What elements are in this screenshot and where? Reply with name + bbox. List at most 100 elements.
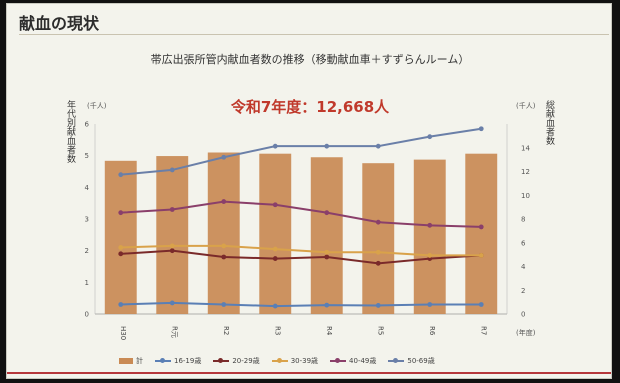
series-3-point-0 — [118, 210, 124, 216]
legend-item-total-swatch — [119, 358, 133, 364]
x-tick-R5: R5 — [376, 326, 384, 335]
y-tick-right-5: 10 — [521, 192, 530, 200]
legend-item-0: 16-19歳 — [155, 356, 201, 366]
series-0-point-3 — [272, 303, 278, 309]
legend-item-3-swatch — [330, 358, 347, 363]
series-1-point-0 — [118, 251, 124, 257]
bar-R元 — [156, 156, 189, 314]
legend-item-2: 30-39歳 — [271, 356, 319, 366]
series-1-point-5 — [375, 260, 381, 266]
series-2-point-0 — [118, 245, 124, 250]
series-3-point-5 — [375, 219, 381, 225]
chart-title: 帯広出張所管内献血者数の推移（移動献血車＋すずらんルーム） — [150, 53, 470, 66]
series-line-2 — [120, 244, 482, 257]
y-tick-right-1: 2 — [521, 287, 525, 295]
slide-frame: 献血の現状 帯広出張所管内献血者数の推移（移動献血車＋すずらんルーム） 令和7年… — [6, 3, 612, 379]
legend-item-1: 20-29歳 — [213, 356, 260, 366]
bottom-rule — [7, 372, 611, 374]
series-0-point-4 — [324, 302, 330, 308]
legend-item-4-swatch — [388, 358, 405, 363]
series-1-point-4 — [324, 254, 330, 260]
bar-H30 — [104, 160, 137, 314]
x-tick-R元: R元 — [170, 326, 178, 338]
series-1-point-2 — [221, 254, 227, 260]
bar-R5 — [362, 163, 395, 314]
title-divider — [19, 34, 609, 35]
legend-item-3-label: 40-49歳 — [349, 357, 377, 365]
series-4-point-3 — [272, 143, 278, 149]
bar-R6 — [413, 159, 446, 314]
series-2-point-1 — [169, 243, 175, 249]
chart-legend: 計 16-19歳 20-29歳 30-39歳 40-49歳 50-69歳 — [119, 354, 589, 368]
y-tick-left-3: 3 — [85, 216, 89, 224]
legend-item-total-label: 計 — [136, 357, 143, 365]
y-tick-right-2: 4 — [521, 263, 526, 271]
x-tick-H30: H30 — [119, 326, 127, 340]
legend-item-2-label: 30-39歳 — [290, 357, 319, 365]
legend-item-1-label: 20-29歳 — [232, 357, 260, 365]
bar-R3 — [259, 153, 292, 314]
series-1-point-1 — [169, 248, 175, 254]
legend-item-total: 計 — [119, 356, 143, 366]
series-3-point-3 — [272, 202, 278, 208]
y-axis-label-left: 年代別献血者数 — [65, 100, 75, 163]
series-0-point-2 — [221, 302, 227, 307]
series-3-point-7 — [478, 224, 484, 230]
headline-total: 令和7年度：12,668人 — [230, 98, 390, 116]
bar-R2 — [207, 152, 240, 314]
y-tick-right-4: 8 — [521, 216, 525, 224]
y-tick-left-6: 6 — [85, 121, 90, 129]
y-tick-right-6: 12 — [521, 168, 530, 176]
y-unit-right: (千人) — [516, 102, 536, 110]
legend-item-3: 40-49歳 — [330, 356, 376, 366]
series-line-4 — [120, 127, 482, 176]
series-0-point-5 — [375, 303, 381, 308]
series-2-point-7 — [478, 253, 484, 258]
series-0-point-1 — [169, 300, 175, 306]
y-axis-label-right: 総献血者数 — [544, 100, 554, 145]
series-2-point-5 — [375, 249, 381, 255]
legend-item-4: 50-69歳 — [388, 356, 435, 366]
legend-item-2-swatch — [271, 358, 288, 363]
slide-title: 献血の現状 — [19, 14, 100, 33]
x-tick-R4: R4 — [325, 326, 333, 336]
series-2-point-2 — [221, 243, 227, 249]
series-4-point-1 — [169, 167, 175, 173]
series-4-point-7 — [478, 126, 484, 132]
legend-item-0-label: 16-19歳 — [174, 357, 202, 365]
y-tick-left-5: 5 — [85, 152, 89, 160]
series-2-point-6 — [427, 253, 433, 258]
series-0-point-6 — [427, 302, 433, 307]
series-3-point-2 — [221, 199, 227, 204]
legend-item-1-swatch — [213, 358, 230, 363]
series-line-3 — [120, 200, 482, 228]
series-4-point-5 — [375, 143, 381, 149]
legend-item-4-label: 50-69歳 — [407, 357, 435, 365]
series-0-point-7 — [478, 302, 484, 307]
x-tick-R3: R3 — [273, 326, 281, 335]
y-unit-left: (千人) — [87, 102, 107, 110]
series-2-point-3 — [272, 246, 278, 252]
series-1-point-3 — [272, 256, 278, 261]
y-tick-right-0: 0 — [521, 311, 525, 319]
series-4-point-2 — [221, 154, 227, 160]
series-4-point-4 — [324, 143, 330, 149]
y-tick-left-4: 4 — [85, 184, 90, 192]
x-tick-R6: R6 — [428, 326, 436, 336]
series-0-point-0 — [118, 302, 124, 307]
series-3-point-1 — [169, 207, 175, 212]
y-tick-left-2: 2 — [85, 247, 89, 255]
x-tick-R2: R2 — [222, 326, 230, 335]
x-tick-R7: R7 — [479, 326, 487, 335]
series-3-point-6 — [427, 222, 433, 228]
x-axis-unit: (年度) — [516, 329, 536, 337]
bar-R4 — [310, 157, 343, 314]
y-tick-right-7: 14 — [521, 144, 530, 152]
series-4-point-0 — [118, 172, 124, 178]
series-4-point-6 — [427, 134, 433, 140]
series-2-point-4 — [324, 249, 330, 255]
y-tick-right-3: 6 — [521, 239, 526, 247]
bar-R7 — [465, 153, 498, 314]
y-tick-left-0: 0 — [85, 311, 89, 319]
